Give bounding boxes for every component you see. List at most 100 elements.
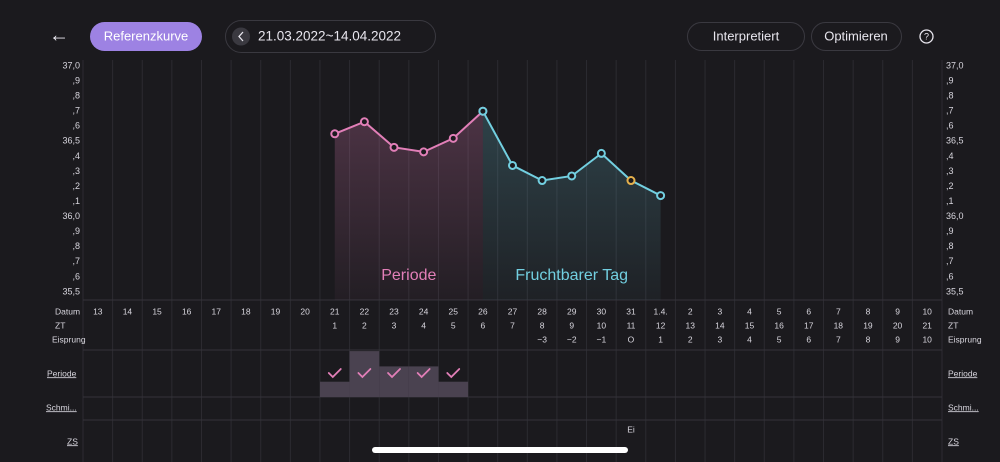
y-tick-label: 36,5 (946, 136, 964, 146)
cycle-day: 9 (569, 320, 574, 330)
reference-pill[interactable] (90, 22, 202, 51)
cycle-day: 8 (540, 320, 545, 330)
cycle-day: 21 (922, 320, 932, 330)
date-label: 6 (806, 306, 811, 316)
y-tick-label: ,4 (946, 151, 954, 161)
optimize-pill[interactable] (811, 22, 902, 51)
cycle-day: 20 (893, 320, 903, 330)
date-label: 19 (271, 306, 281, 316)
temperature-point (596, 148, 606, 158)
date-label: 13 (93, 306, 103, 316)
help-text[interactable]: ? (924, 31, 929, 41)
date-label: 4 (747, 306, 752, 316)
reference-button[interactable]: Referenzkurve (104, 28, 189, 43)
date-label: 28 (537, 306, 547, 316)
y-tick-label: ,4 (72, 151, 80, 161)
y-tick-label: ,7 (72, 106, 80, 116)
cycle-day: 4 (421, 320, 426, 330)
cycle-day: 16 (774, 320, 784, 330)
period-bar (379, 366, 409, 397)
cycle-day: 11 (627, 320, 636, 330)
temperature-line (334, 110, 484, 153)
ovulation-offset: −3 (537, 334, 547, 344)
date-label: 22 (360, 306, 370, 316)
date-label: 3 (717, 306, 722, 316)
y-tick-label: ,9 (72, 226, 80, 236)
y-tick-label: 35,5 (946, 286, 964, 296)
y-tick-label: 37,0 (946, 60, 964, 70)
area-fill (334, 111, 483, 300)
cycle-day: 12 (656, 320, 666, 330)
home-indicator (372, 447, 628, 453)
ovulation-offset: 4 (747, 334, 752, 344)
date-label: 2 (688, 306, 693, 316)
date-label: 7 (836, 306, 841, 316)
cycle-day: 5 (451, 320, 456, 330)
temperature-point (478, 106, 488, 116)
y-tick-label: ,6 (72, 271, 80, 281)
y-tick-label: ,9 (946, 75, 954, 85)
temperature-point (656, 191, 666, 201)
row-label[interactable]: Periode (948, 368, 978, 378)
interpret-button[interactable]: Interpretiert (713, 28, 780, 43)
date-label: 29 (567, 306, 577, 316)
date-label: 24 (419, 306, 429, 316)
y-tick-label: ,3 (72, 166, 80, 176)
period-check (387, 368, 401, 379)
date-label: 30 (597, 306, 607, 316)
y-tick-label: ,8 (72, 241, 80, 251)
y-tick-label: ,8 (72, 91, 80, 101)
back-button[interactable]: ← (49, 24, 69, 46)
y-tick-label: 36,5 (62, 136, 80, 146)
cycle-day: 19 (863, 320, 873, 330)
y-tick-label: ,1 (946, 196, 954, 206)
row-label[interactable]: Schmi... (46, 402, 77, 412)
help-icon[interactable] (919, 29, 934, 44)
date-label: 25 (449, 306, 459, 316)
zs-marker: Ei (627, 424, 635, 434)
phase-label: Fruchtbarer Tag (515, 267, 628, 284)
ovulation-offset: 5 (777, 334, 782, 344)
period-check (327, 368, 342, 379)
y-tick-label: 35,5 (62, 286, 80, 296)
row-label[interactable]: ZS (948, 436, 959, 446)
ovulation-offset: 2 (688, 334, 693, 344)
area-fill (482, 111, 661, 300)
temperature-point (330, 129, 340, 139)
ovulation-offset: 9 (895, 334, 900, 344)
cycle-day: 2 (362, 320, 367, 330)
row-label[interactable]: ZS (67, 436, 78, 446)
date-pill[interactable] (225, 20, 436, 53)
y-tick-label: ,9 (72, 75, 80, 85)
row-label[interactable]: Schmi... (948, 402, 979, 412)
cycle-day: 17 (804, 320, 814, 330)
date-label: 17 (212, 306, 222, 316)
y-tick-label: ,9 (946, 226, 954, 236)
date-range[interactable]: 21.03.2022~14.04.2022 (258, 29, 401, 44)
ovulation-offset: 3 (717, 334, 722, 344)
cycle-day: 10 (597, 320, 607, 330)
optimize-button[interactable]: Optimieren (824, 28, 888, 43)
cycle-day: 7 (510, 320, 515, 330)
phase-label: Periode (381, 267, 436, 284)
date-label: 9 (895, 306, 900, 316)
temperature-point (626, 176, 636, 186)
row-label: Datum (948, 306, 973, 316)
y-tick-label: ,7 (72, 256, 80, 266)
temperature-point (389, 142, 399, 152)
date-label: 18 (241, 306, 251, 316)
period-check (357, 368, 372, 379)
ovulation-offset: −2 (567, 334, 577, 344)
date-label: 16 (182, 306, 192, 316)
ovulation-offset: O (628, 334, 635, 344)
date-icon (232, 27, 250, 46)
ovulation-offset: 8 (866, 334, 871, 344)
y-tick-label: ,1 (72, 196, 80, 206)
row-label[interactable]: Periode (47, 368, 77, 378)
y-tick-label: ,7 (946, 256, 954, 266)
ovulation-offset: 7 (836, 334, 841, 344)
interpret-pill[interactable] (687, 22, 805, 51)
date-label: 23 (389, 306, 399, 316)
y-tick-label: ,3 (946, 166, 954, 176)
